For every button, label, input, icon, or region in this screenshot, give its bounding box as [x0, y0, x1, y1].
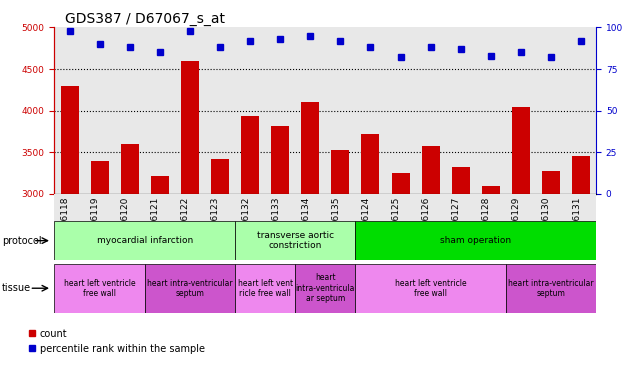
Text: protocol: protocol: [2, 236, 42, 246]
Text: GSM6132: GSM6132: [241, 197, 250, 240]
Bar: [121, 144, 138, 366]
Text: heart left vent
ricle free wall: heart left vent ricle free wall: [238, 279, 293, 298]
Bar: [355, 264, 506, 313]
Bar: [151, 176, 169, 366]
Text: GSM6127: GSM6127: [452, 197, 461, 240]
Text: GSM6134: GSM6134: [301, 197, 310, 240]
Bar: [54, 221, 235, 260]
Bar: [90, 161, 109, 366]
Text: GSM6118: GSM6118: [60, 197, 69, 240]
Text: GSM6122: GSM6122: [181, 197, 190, 240]
Bar: [181, 61, 199, 366]
Bar: [271, 126, 289, 366]
Text: GSM6131: GSM6131: [572, 197, 581, 240]
Text: GSM6121: GSM6121: [151, 197, 160, 240]
Text: transverse aortic
constriction: transverse aortic constriction: [256, 231, 334, 250]
Bar: [145, 264, 235, 313]
Bar: [211, 159, 229, 366]
Text: heart left ventricle
free wall: heart left ventricle free wall: [64, 279, 135, 298]
Text: heart intra-ventricular
septum: heart intra-ventricular septum: [508, 279, 594, 298]
Text: GSM6123: GSM6123: [211, 197, 220, 240]
Bar: [392, 173, 410, 366]
Bar: [235, 221, 355, 260]
Text: sham operation: sham operation: [440, 236, 512, 245]
Text: GSM6135: GSM6135: [331, 197, 340, 240]
Bar: [362, 134, 379, 366]
Text: heart
intra-ventricula
ar septum: heart intra-ventricula ar septum: [296, 273, 355, 303]
Bar: [241, 116, 259, 366]
Bar: [512, 107, 530, 366]
Bar: [482, 186, 500, 366]
Text: GDS387 / D67067_s_at: GDS387 / D67067_s_at: [65, 12, 226, 26]
Bar: [572, 156, 590, 366]
Bar: [506, 264, 596, 313]
Bar: [452, 167, 470, 366]
Text: GSM6120: GSM6120: [121, 197, 129, 240]
Bar: [542, 171, 560, 366]
Bar: [60, 86, 79, 366]
Text: tissue: tissue: [2, 283, 31, 293]
Bar: [296, 264, 355, 313]
Bar: [301, 102, 319, 366]
Text: GSM6133: GSM6133: [271, 197, 280, 240]
Bar: [422, 146, 440, 366]
Text: GSM6125: GSM6125: [392, 197, 401, 240]
Bar: [235, 264, 296, 313]
Text: myocardial infarction: myocardial infarction: [97, 236, 193, 245]
Text: GSM6130: GSM6130: [542, 197, 551, 240]
Text: heart left ventricle
free wall: heart left ventricle free wall: [395, 279, 467, 298]
Bar: [54, 194, 596, 254]
Text: GSM6124: GSM6124: [362, 197, 370, 240]
Text: heart intra-ventricular
septum: heart intra-ventricular septum: [147, 279, 233, 298]
Bar: [54, 264, 145, 313]
Bar: [331, 150, 349, 366]
Bar: [355, 221, 596, 260]
Text: GSM6119: GSM6119: [90, 197, 99, 240]
Legend: count, percentile rank within the sample: count, percentile rank within the sample: [24, 325, 208, 358]
Text: GSM6129: GSM6129: [512, 197, 521, 240]
Text: GSM6128: GSM6128: [482, 197, 491, 240]
Text: GSM6126: GSM6126: [422, 197, 431, 240]
